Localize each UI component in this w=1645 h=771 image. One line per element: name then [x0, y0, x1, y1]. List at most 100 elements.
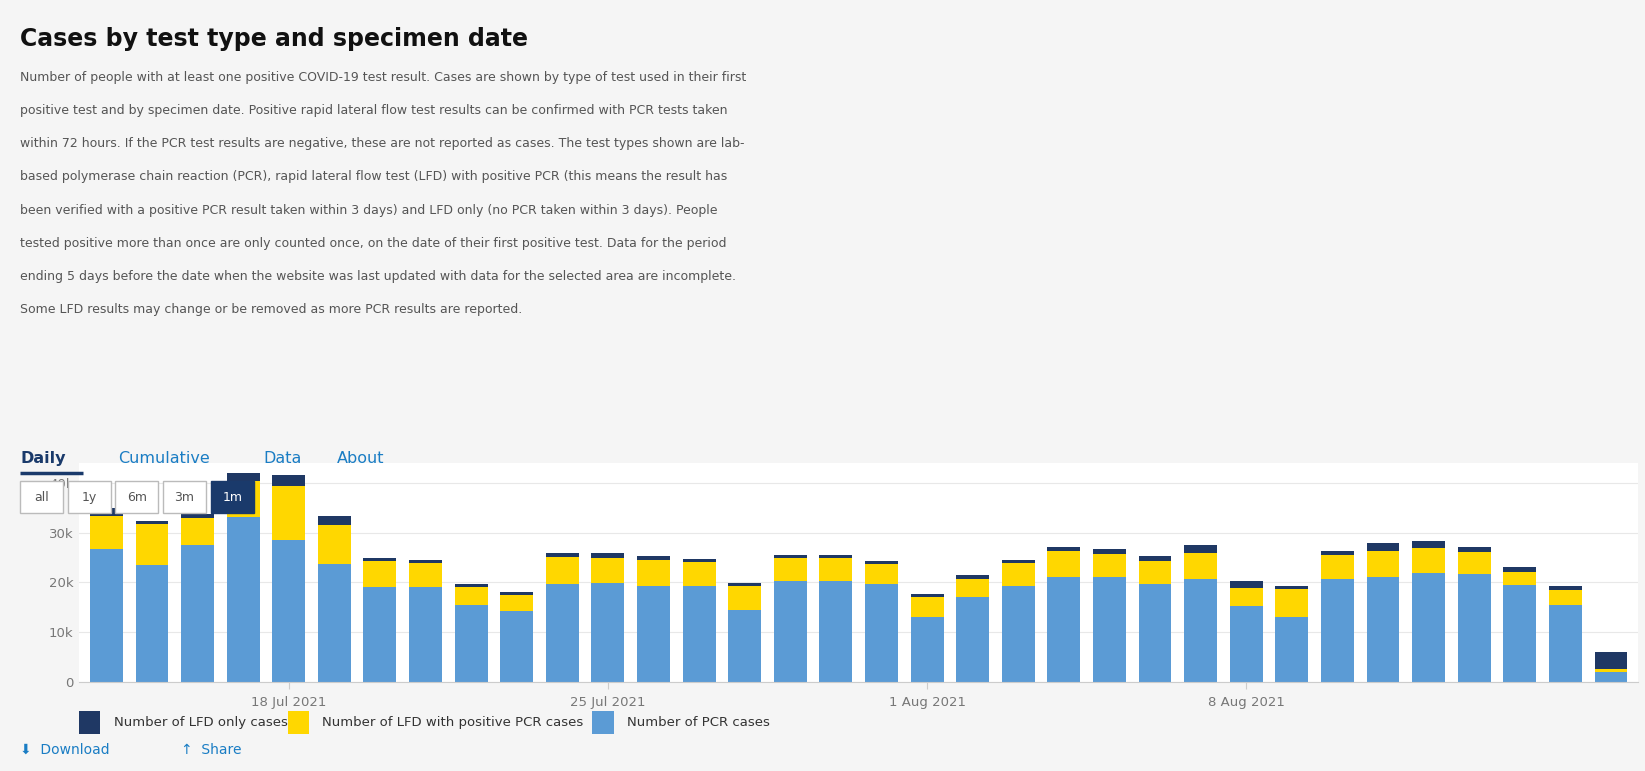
Bar — [1048, 551, 1081, 577]
Bar — [500, 595, 533, 611]
Bar — [410, 563, 443, 587]
Bar — [865, 584, 898, 682]
Bar — [1275, 618, 1308, 682]
Bar — [592, 554, 625, 558]
Bar — [729, 587, 762, 611]
Bar — [683, 562, 716, 587]
Bar — [1048, 547, 1081, 551]
Bar — [90, 516, 123, 549]
Bar — [1275, 586, 1308, 590]
Text: About: About — [337, 451, 385, 466]
Bar — [410, 560, 443, 563]
Bar — [729, 611, 762, 682]
Text: been verified with a positive PCR result taken within 3 days) and LFD only (no P: been verified with a positive PCR result… — [20, 204, 717, 217]
Bar — [1367, 543, 1400, 551]
Text: 3m: 3m — [174, 491, 194, 503]
Bar — [1184, 579, 1217, 682]
Bar — [1367, 577, 1400, 682]
Bar — [317, 516, 350, 525]
Bar — [135, 524, 168, 565]
Bar — [729, 584, 762, 587]
Bar — [956, 575, 989, 579]
Bar — [546, 584, 579, 682]
Bar — [1002, 563, 1035, 586]
Bar — [364, 561, 396, 588]
Bar — [1504, 567, 1536, 572]
Bar — [911, 598, 944, 617]
Bar — [135, 520, 168, 524]
Bar — [1002, 586, 1035, 682]
Bar — [1504, 572, 1536, 585]
Bar — [1184, 545, 1217, 554]
Bar — [1413, 548, 1444, 574]
Bar — [1550, 586, 1582, 590]
Bar — [865, 564, 898, 584]
Text: 6m: 6m — [127, 491, 146, 503]
Bar — [135, 565, 168, 682]
Bar — [181, 514, 214, 517]
Bar — [273, 475, 304, 486]
Bar — [1367, 551, 1400, 577]
Bar — [773, 558, 806, 581]
Bar — [273, 540, 304, 682]
Bar — [637, 561, 670, 586]
Bar — [865, 561, 898, 564]
Bar — [227, 473, 260, 480]
Bar — [1184, 554, 1217, 579]
Bar — [637, 586, 670, 682]
Bar — [364, 558, 396, 561]
Text: Number of LFD with positive PCR cases: Number of LFD with positive PCR cases — [322, 716, 584, 729]
Bar — [1002, 560, 1035, 563]
Bar — [1321, 555, 1354, 580]
Text: Some LFD results may change or be removed as more PCR results are reported.: Some LFD results may change or be remove… — [20, 303, 523, 316]
Bar — [1457, 574, 1490, 682]
Text: Number of PCR cases: Number of PCR cases — [627, 716, 770, 729]
Bar — [773, 555, 806, 558]
Bar — [1594, 672, 1627, 682]
Bar — [1092, 554, 1125, 577]
Bar — [454, 587, 487, 605]
Bar — [410, 587, 443, 682]
Bar — [364, 588, 396, 682]
Text: Number of LFD only cases: Number of LFD only cases — [114, 716, 288, 729]
Bar — [1230, 581, 1263, 588]
Bar — [227, 517, 260, 682]
Bar — [1138, 561, 1171, 584]
Text: within 72 hours. If the PCR test results are negative, these are not reported as: within 72 hours. If the PCR test results… — [20, 137, 745, 150]
Bar — [181, 517, 214, 545]
Bar — [1504, 585, 1536, 682]
Text: Cases by test type and specimen date: Cases by test type and specimen date — [20, 27, 528, 51]
Bar — [317, 525, 350, 564]
Bar — [1457, 553, 1490, 574]
Text: all: all — [35, 491, 49, 503]
Text: Data: Data — [263, 451, 301, 466]
Bar — [592, 558, 625, 584]
Bar — [1550, 605, 1582, 682]
Bar — [1230, 607, 1263, 682]
Bar — [181, 545, 214, 682]
Bar — [592, 584, 625, 682]
Bar — [273, 486, 304, 540]
Text: based polymerase chain reaction (PCR), rapid lateral flow test (LFD) with positi: based polymerase chain reaction (PCR), r… — [20, 170, 727, 183]
Bar — [317, 564, 350, 682]
Bar — [956, 579, 989, 597]
Bar — [683, 559, 716, 562]
Bar — [1230, 588, 1263, 607]
Bar — [683, 587, 716, 682]
Bar — [90, 549, 123, 682]
Text: positive test and by specimen date. Positive rapid lateral flow test results can: positive test and by specimen date. Posi… — [20, 104, 727, 117]
Bar — [500, 592, 533, 595]
Bar — [454, 605, 487, 682]
Bar — [1594, 651, 1627, 669]
Text: 1y: 1y — [82, 491, 97, 503]
Text: ending 5 days before the date when the website was last updated with data for th: ending 5 days before the date when the w… — [20, 270, 735, 283]
Text: ⬇  Download: ⬇ Download — [20, 743, 110, 757]
Bar — [1594, 669, 1627, 672]
Bar — [227, 480, 260, 517]
Bar — [546, 554, 579, 557]
Text: ↑  Share: ↑ Share — [181, 743, 242, 757]
Bar — [1457, 547, 1490, 553]
Bar — [819, 555, 852, 558]
Bar — [546, 557, 579, 584]
Bar — [500, 611, 533, 682]
